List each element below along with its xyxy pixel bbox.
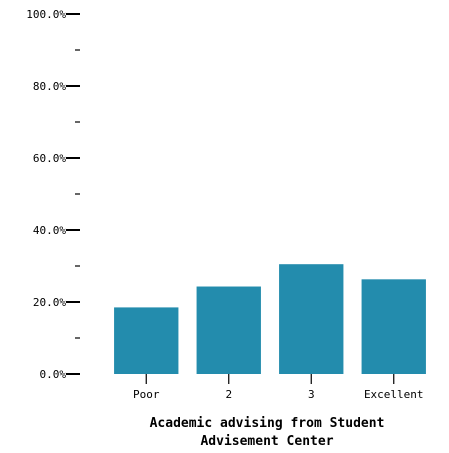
x-tick-label: 3 (308, 388, 315, 401)
bar (279, 264, 344, 374)
y-tick-label: 60.0% (33, 152, 66, 165)
x-axis-title-line-2: Advisement Center (200, 434, 333, 449)
bar (114, 307, 179, 374)
bars (114, 264, 426, 374)
y-tick-label: 20.0% (33, 296, 66, 309)
y-tick-label: 80.0% (33, 80, 66, 93)
y-axis: 0.0% 20.0% 40.0% 60.0% 80.0% 100.0% (26, 8, 80, 381)
x-tick-label: 2 (225, 388, 232, 401)
x-tick-label: Poor (133, 388, 160, 401)
y-tick-label: 40.0% (33, 224, 66, 237)
bar (196, 286, 261, 374)
x-axis: Poor 2 3 Excellent (133, 374, 424, 401)
x-axis-title-line-1: Academic advising from Student (150, 416, 385, 431)
bar (361, 279, 426, 374)
y-tick-label: 0.0% (40, 368, 67, 381)
x-tick-label: Excellent (364, 388, 424, 401)
y-tick-label: 100.0% (26, 8, 66, 21)
